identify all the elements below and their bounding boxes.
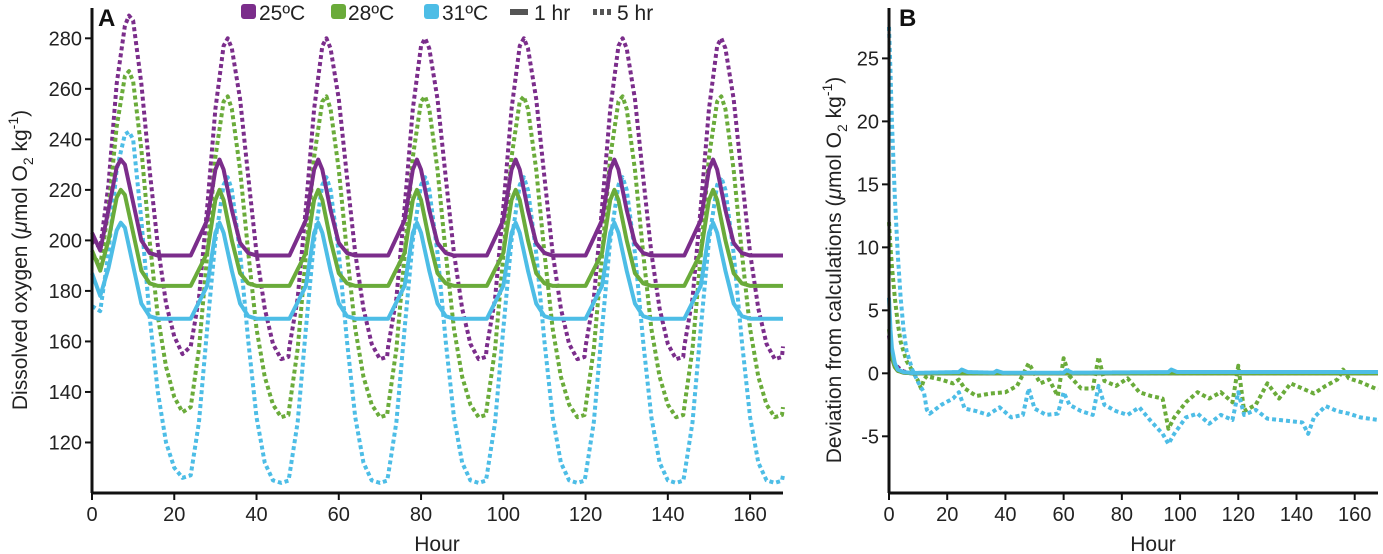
panel-a-x-tick-label: 60: [328, 504, 350, 526]
panel-a-x-axis-title: Hour: [414, 533, 460, 554]
panel-b-x-tick-label: 0: [883, 504, 894, 526]
panel-b-ticks: 0 20 40 60 80 100 120 140 160 -5 0 5 10 15 20 25: [857, 48, 1372, 526]
panel-b-series: [887, 26, 1380, 446]
panel-b-series-31c-5-hr: [887, 26, 1380, 446]
panel-a-y-axis-title: Dissolved oxygen (μmol O2 kg-1): [5, 110, 36, 410]
legend: 25ºC 28ºC 31ºC 1 hr 5 hr: [241, 2, 653, 25]
panel-a-series-31c-5-hr: [90, 129, 785, 485]
panel-a-ticks: 0 20 40 60 80 100 120 140 160 120 140 160 180 200 220 2…: [49, 28, 767, 526]
legend-label-28c: 28ºC: [348, 2, 394, 25]
panel-b-y-tick-label: 0: [868, 363, 879, 385]
panel-a-x-tick-label: 140: [651, 504, 684, 526]
panel-b-x-tick-label: 160: [1338, 504, 1371, 526]
panel-b-x-tick-label: 40: [994, 504, 1016, 526]
panel-a-y-tick-label: 120: [49, 432, 82, 454]
panel-a-series-28c-1-hr: [90, 187, 784, 288]
panel-a-x-tick-label: 20: [163, 504, 185, 526]
panel-a-x-tick-label: 120: [569, 504, 602, 526]
panel-b: 0 20 40 60 80 100 120 140 160 -5 0 5 10 15 20 25 B Hour…: [819, 5, 1380, 554]
legend-swatch-25c: [241, 4, 256, 19]
panel-a-letter: A: [98, 5, 115, 32]
panel-a-x-tick-label: 80: [410, 504, 432, 526]
panel-b-x-tick-label: 140: [1280, 504, 1313, 526]
legend-label-1hr: 1 hr: [534, 2, 570, 25]
panel-b-x-tick-label: 80: [1111, 504, 1133, 526]
panel-b-y-axis-title: Deviation from calculations (μmol O2 kg-…: [819, 77, 850, 464]
panel-a-x-tick-label: 0: [86, 504, 97, 526]
panel-a-series: [90, 13, 785, 485]
panel-a-x-tick-label: 100: [487, 504, 520, 526]
legend-swatch-28c: [331, 4, 346, 19]
panel-a-y-tick-label: 180: [49, 281, 82, 303]
panel-a-series-31c-1-hr: [90, 220, 784, 321]
legend-label-25c: 25ºC: [259, 2, 305, 25]
panel-a: 0 20 40 60 80 100 120 140 160 120 140 160 180 200 220 2…: [5, 5, 785, 554]
panel-a-series-25c-1-hr: [90, 157, 784, 258]
panel-a-x-tick-label: 160: [733, 504, 766, 526]
panel-a-y-tick-label: 140: [49, 382, 82, 404]
panel-b-series-28c-1-hr: [887, 329, 1380, 376]
panel-a-series-25c-5-hr: [90, 13, 785, 362]
panel-b-x-axis-title: Hour: [1130, 533, 1176, 554]
panel-a-y-tick-label: 280: [49, 28, 82, 50]
legend-label-31c: 31ºC: [442, 2, 488, 25]
panel-b-x-tick-label: 100: [1163, 504, 1196, 526]
panel-b-y-tick-label: 15: [857, 174, 879, 196]
panel-b-y-tick-label: -5: [861, 426, 879, 448]
panel-b-series-31c-1-hr: [887, 297, 1380, 375]
panel-a-y-tick-label: 220: [49, 180, 82, 202]
panel-a-x-tick-label: 40: [245, 504, 267, 526]
panel-b-series-28c-5-hr: [887, 222, 1380, 431]
panel-a-y-tick-label: 160: [49, 331, 82, 353]
legend-swatch-31c: [424, 4, 439, 19]
panel-b-x-tick-label: 20: [936, 504, 958, 526]
panel-b-y-tick-label: 10: [857, 237, 879, 259]
panel-b-x-tick-label: 120: [1222, 504, 1255, 526]
panel-b-x-tick-label: 60: [1053, 504, 1075, 526]
legend-label-5hr: 5 hr: [617, 2, 653, 25]
panel-a-y-tick-label: 260: [49, 79, 82, 101]
panel-b-letter: B: [899, 5, 916, 32]
panel-b-y-tick-label: 5: [868, 300, 879, 322]
panel-b-y-tick-label: 20: [857, 111, 879, 133]
panel-a-y-tick-label: 200: [49, 230, 82, 252]
panel-a-y-tick-label: 240: [49, 129, 82, 151]
panel-b-y-tick-label: 25: [857, 48, 879, 70]
